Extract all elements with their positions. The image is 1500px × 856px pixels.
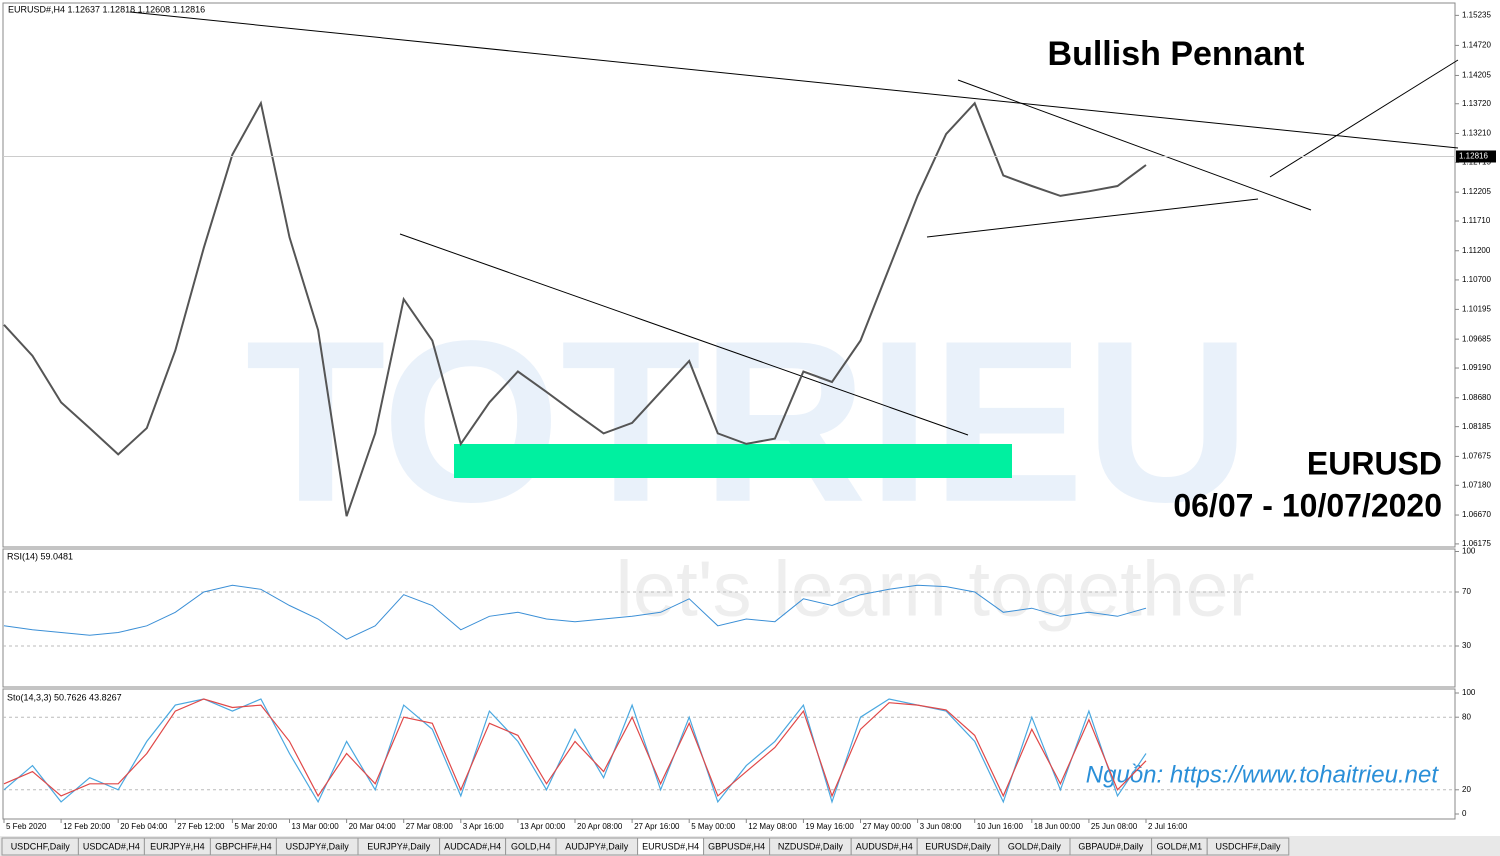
series-line xyxy=(3,698,1147,798)
x-tick-label: 12 May 08:00 xyxy=(748,822,797,831)
y-tick-label: 1.07675 xyxy=(1462,452,1491,461)
x-tick-label: 18 Jun 00:00 xyxy=(1034,822,1081,831)
tab-label[interactable]: GBPCHF#,H4 xyxy=(215,841,272,851)
y-tick-label: 1.11200 xyxy=(1462,246,1491,255)
tab-label[interactable]: USDCHF#,Daily xyxy=(1215,841,1281,851)
symbol-header: EURUSD#,H4 1.12637 1.12818 1.12608 1.128… xyxy=(8,4,205,14)
y-tick-label: 1.14720 xyxy=(1462,41,1491,50)
x-tick-label: 10 Jun 16:00 xyxy=(977,822,1024,831)
tab-label[interactable]: GOLD#,M1 xyxy=(1157,841,1203,851)
y-tick-label: 1.08680 xyxy=(1462,393,1491,402)
source-link: Nguồn: https://www.tohaitrieu.net xyxy=(1086,761,1440,788)
x-tick-label: 27 Mar 08:00 xyxy=(406,822,454,831)
x-tick-label: 2 Jul 16:00 xyxy=(1148,822,1188,831)
y-tick-label: 1.14205 xyxy=(1462,71,1491,80)
y-tick-label: 1.11710 xyxy=(1462,216,1491,225)
rsi-label: RSI(14) 59.0481 xyxy=(7,551,73,561)
series-line xyxy=(3,698,1147,804)
y-tick-label: 100 xyxy=(1462,547,1476,556)
x-tick-label: 5 Mar 20:00 xyxy=(234,822,277,831)
x-tick-label: 20 Mar 04:00 xyxy=(349,822,397,831)
y-tick-label: 1.10700 xyxy=(1462,275,1491,284)
trend-line xyxy=(1269,59,1459,178)
y-tick-label: 1.15235 xyxy=(1462,10,1491,19)
y-tick-label: 1.09190 xyxy=(1462,363,1491,372)
x-tick-label: 19 May 16:00 xyxy=(805,822,854,831)
x-tick-label: 27 May 00:00 xyxy=(863,822,912,831)
x-tick-label: 3 Jun 08:00 xyxy=(920,822,962,831)
tab-label[interactable]: EURUSD#,Daily xyxy=(925,841,991,851)
x-tick-label: 27 Apr 16:00 xyxy=(634,822,680,831)
x-tick-label: 13 Mar 00:00 xyxy=(292,822,340,831)
tab-label[interactable]: GOLD#,Daily xyxy=(1008,841,1062,851)
y-tick-label: 0 xyxy=(1462,809,1467,818)
trend-line xyxy=(129,11,1459,149)
watermark: TOTRIEU xyxy=(245,293,1250,550)
tab-label[interactable]: NZDUSD#,Daily xyxy=(778,841,844,851)
y-tick-label: 1.13210 xyxy=(1462,129,1491,138)
series-line xyxy=(3,584,1147,640)
y-tick-label: 1.06670 xyxy=(1462,510,1491,519)
tab-label[interactable]: EURJPY#,Daily xyxy=(367,841,431,851)
x-tick-label: 5 Feb 2020 xyxy=(6,822,47,831)
support-zone xyxy=(454,444,1012,478)
pattern-title: Bullish Pennant xyxy=(1048,35,1305,73)
series-line xyxy=(3,100,1147,517)
x-tick-label: 20 Apr 08:00 xyxy=(577,822,623,831)
x-tick-label: 12 Feb 20:00 xyxy=(63,822,111,831)
x-tick-label: 20 Feb 04:00 xyxy=(120,822,168,831)
tab-label[interactable]: USDCAD#,H4 xyxy=(83,841,140,851)
trend-line xyxy=(957,79,1312,211)
tab[interactable] xyxy=(1206,837,1290,856)
main-panel xyxy=(2,2,1456,548)
tab-label[interactable]: EURUSD#,H4 xyxy=(642,841,699,851)
tab-label[interactable]: GBPAUD#,Daily xyxy=(1078,841,1143,851)
y-tick-label: 1.12205 xyxy=(1462,187,1491,196)
x-tick-label: 25 Jun 08:00 xyxy=(1091,822,1138,831)
tab-label[interactable]: GBPUSD#,H4 xyxy=(708,841,765,851)
y-tick-label: 1.06175 xyxy=(1462,539,1491,548)
tab-label[interactable]: AUDUSD#,H4 xyxy=(856,841,913,851)
x-tick-label: 27 Feb 12:00 xyxy=(177,822,225,831)
tab-label[interactable]: USDJPY#,Daily xyxy=(286,841,350,851)
rsi-panel xyxy=(2,548,1456,688)
trend-line xyxy=(399,233,969,436)
y-tick-label: 70 xyxy=(1462,587,1471,596)
x-tick-label: 5 May 00:00 xyxy=(691,822,736,831)
tab-label[interactable]: GOLD,H4 xyxy=(511,841,551,851)
y-tick-label: 1.08185 xyxy=(1462,422,1491,431)
sto-label: Sto(14,3,3) 50.7626 43.8267 xyxy=(7,692,122,702)
last-price-label: 1.12816 xyxy=(1459,152,1488,161)
tab-label[interactable]: AUDCAD#,H4 xyxy=(444,841,501,851)
sto-panel xyxy=(2,688,1456,820)
symbol-label: EURUSD xyxy=(1307,445,1442,481)
y-tick-label: 20 xyxy=(1462,785,1471,794)
y-tick-label: 1.07180 xyxy=(1462,480,1491,489)
x-tick-label: 13 Apr 00:00 xyxy=(520,822,566,831)
x-tick-label: 3 Apr 16:00 xyxy=(463,822,504,831)
y-tick-label: 30 xyxy=(1462,641,1471,650)
tab-label[interactable]: USDCHF,Daily xyxy=(11,841,71,851)
y-tick-label: 1.10195 xyxy=(1462,304,1491,313)
y-tick-label: 80 xyxy=(1462,712,1471,721)
y-tick-label: 1.09685 xyxy=(1462,334,1491,343)
y-tick-label: 1.13720 xyxy=(1462,99,1491,108)
trend-line xyxy=(926,198,1259,238)
watermark-slogan: let's learn together xyxy=(615,545,1254,633)
last-price-tag xyxy=(1456,150,1496,163)
trend-lines xyxy=(129,11,1459,436)
y-tick-label: 100 xyxy=(1462,688,1476,697)
tab-label[interactable]: EURJPY#,H4 xyxy=(150,841,205,851)
tab-label[interactable]: AUDJPY#,Daily xyxy=(565,841,629,851)
period-label: 06/07 - 10/07/2020 xyxy=(1173,487,1442,523)
